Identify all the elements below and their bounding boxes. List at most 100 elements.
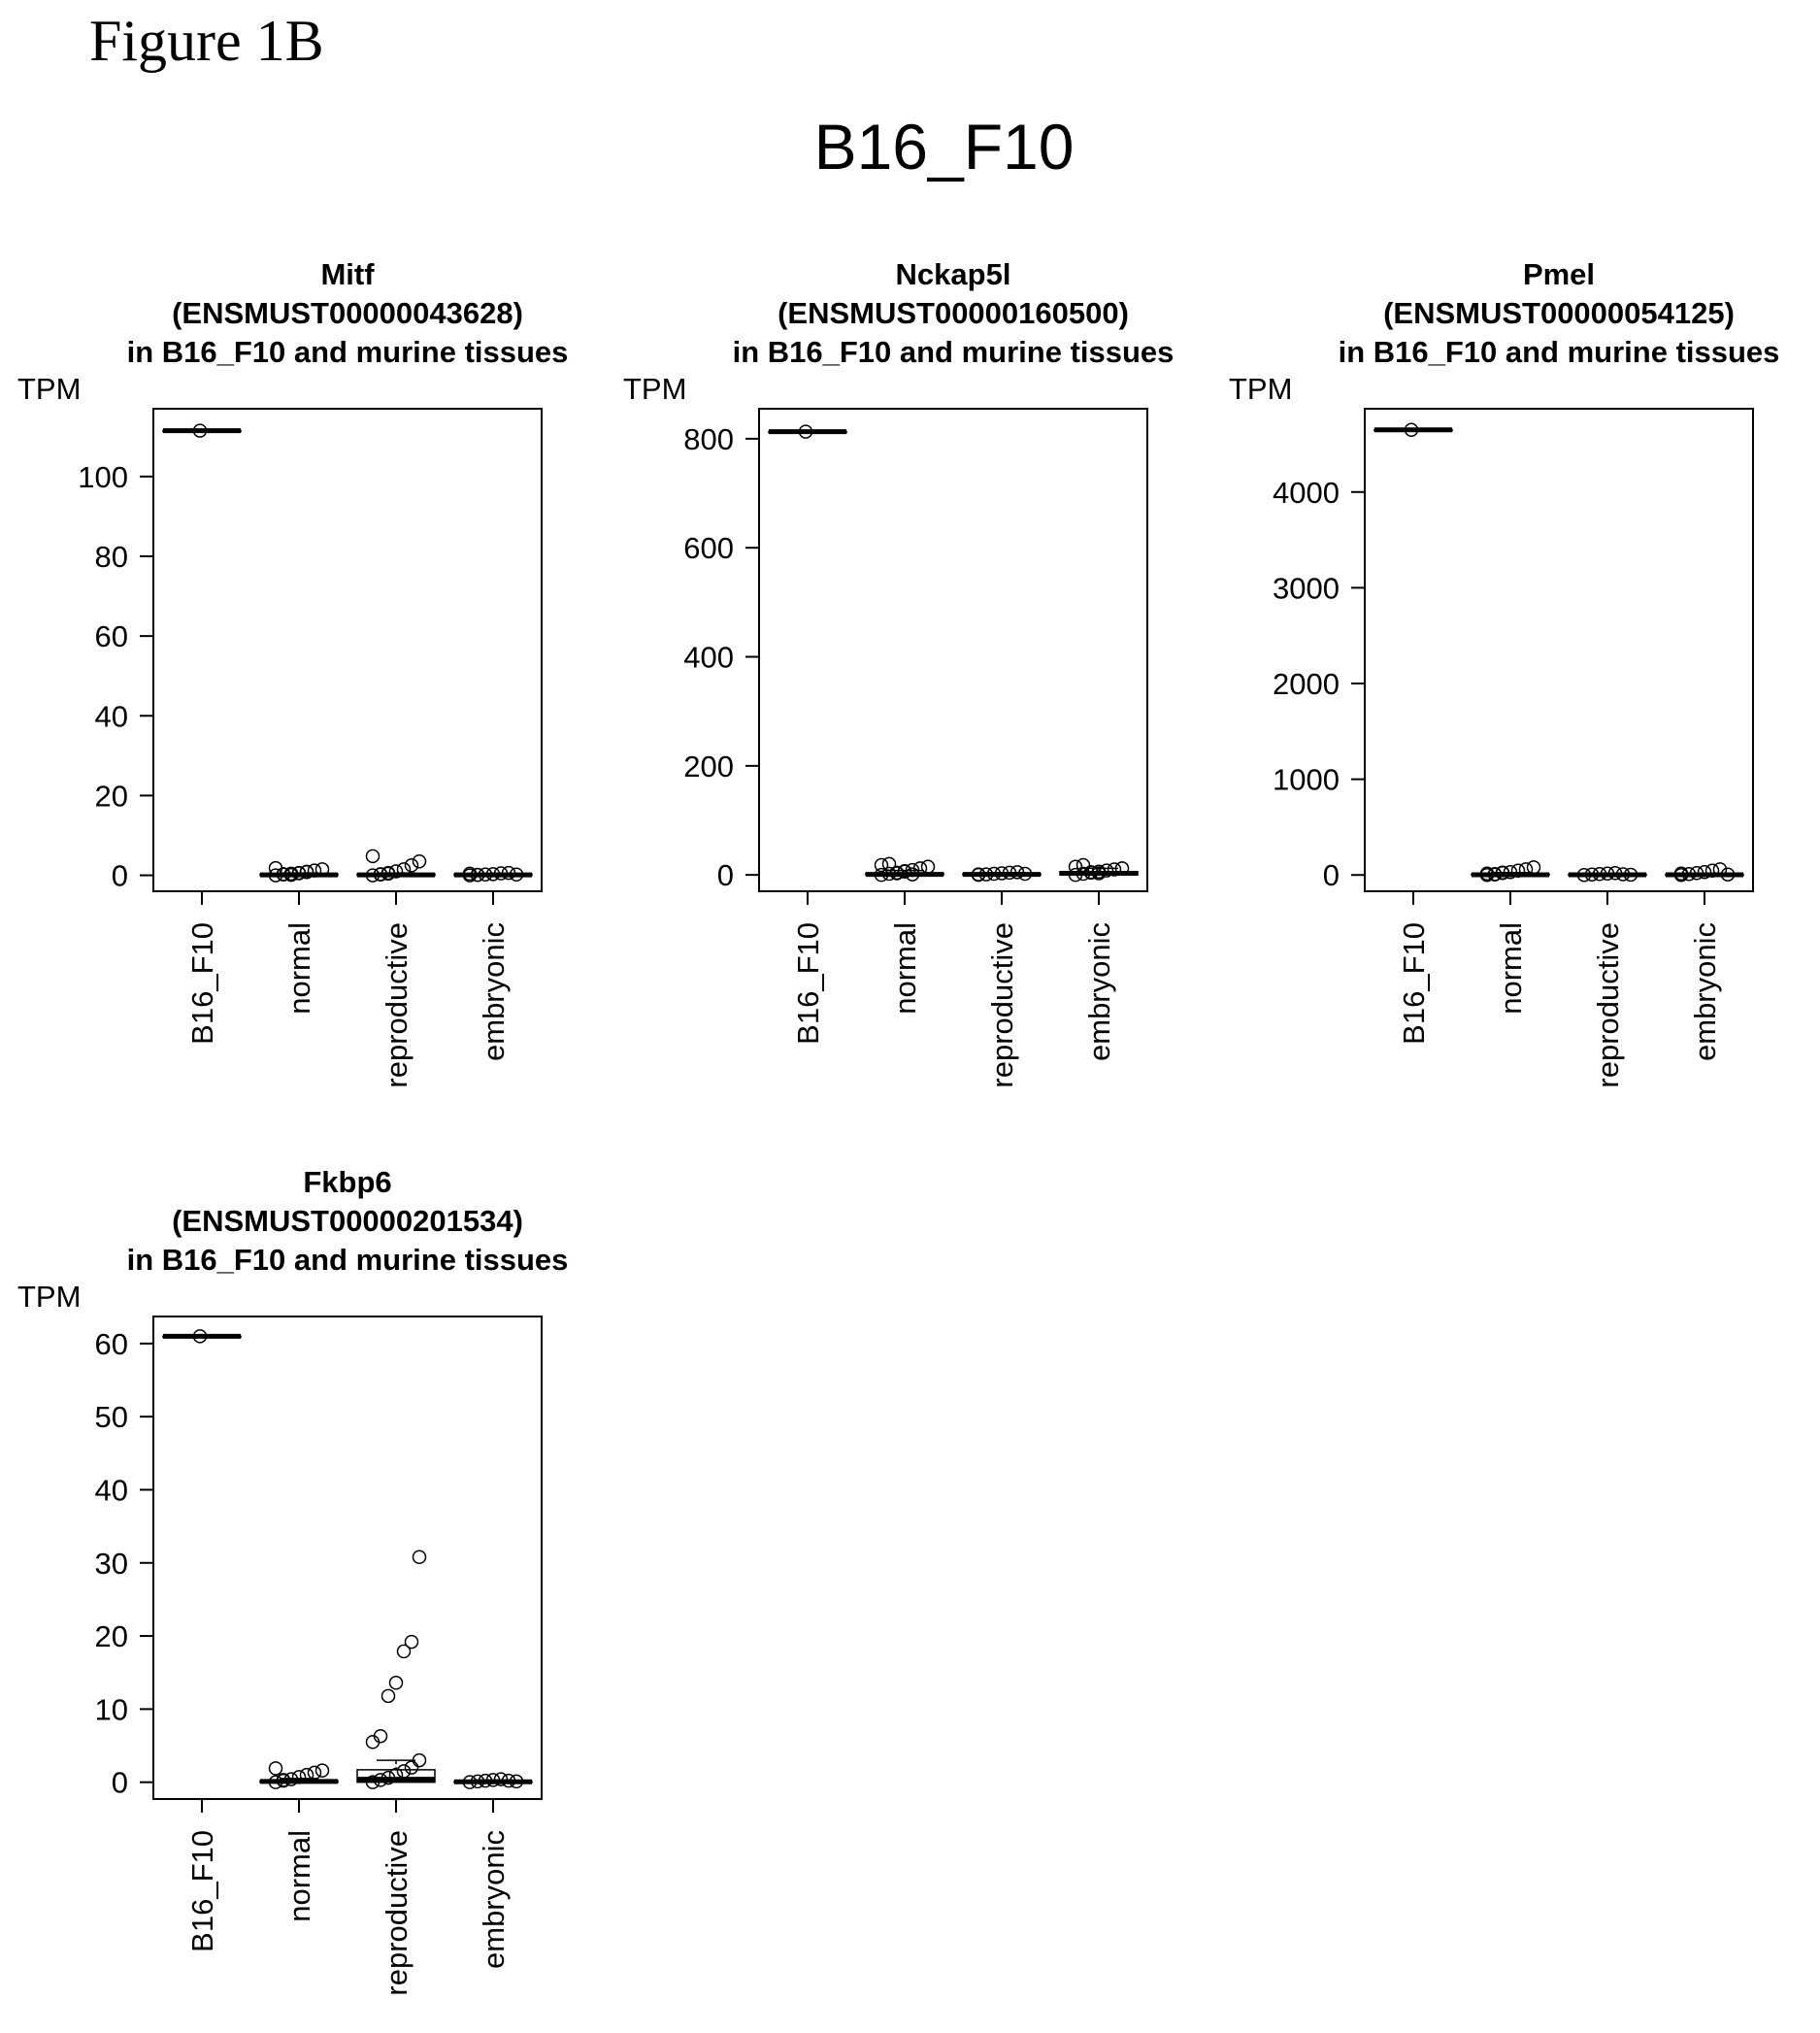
data-point (874, 867, 889, 883)
box-reproductive (356, 1759, 436, 1783)
data-point (268, 868, 283, 883)
chart-title-line: in B16_F10 and murine tissues (733, 335, 1175, 369)
box-normal (1471, 872, 1550, 878)
y-tick-label: 40 (95, 699, 128, 733)
chart-title-line: Mitf (320, 257, 375, 291)
y-tick-label: 50 (95, 1400, 128, 1434)
data-point (1623, 867, 1638, 883)
x-tick-label: embryonic (477, 1830, 511, 1969)
chart-title-line: Pmel (1523, 257, 1595, 291)
data-point (1091, 866, 1107, 881)
box-embryonic (453, 1779, 533, 1784)
box-B16_F10 (162, 1333, 242, 1339)
data-point (276, 1773, 291, 1787)
chart-panel-3: Pmel (ENSMUST00000054125) in B16_F10 and m… (1229, 257, 1779, 1088)
data-point (268, 1761, 283, 1776)
x-tick-label: normal (282, 1830, 316, 1922)
data-point (1518, 862, 1534, 877)
data-point (192, 423, 208, 438)
chart-title-line: (ENSMUST00000201534) (172, 1204, 523, 1238)
data-point (889, 866, 905, 881)
data-point (268, 1775, 283, 1789)
data-point (412, 853, 427, 869)
data-point (1712, 862, 1728, 877)
x-tick-label: embryonic (1688, 922, 1722, 1061)
y-tick-label: 30 (95, 1547, 128, 1581)
data-point (412, 1550, 427, 1564)
data-point (314, 1763, 330, 1778)
y-tick-label: 2000 (1273, 667, 1340, 701)
data-point (404, 1760, 419, 1775)
y-tick-label: 200 (683, 750, 734, 783)
y-tick-label: 20 (95, 1619, 128, 1653)
y-tick-label: 0 (112, 859, 128, 893)
data-point (1584, 867, 1600, 882)
data-point (986, 866, 1002, 882)
data-point (307, 1765, 322, 1781)
data-point (1099, 863, 1114, 878)
figure-label: Figure 1B (89, 9, 324, 73)
data-point (396, 1764, 412, 1779)
data-point (470, 867, 485, 883)
chart-title-line: (ENSMUST00000160500) (778, 296, 1129, 330)
data-point (1107, 862, 1122, 877)
chart-title-line: (ENSMUST00000043628) (172, 296, 523, 330)
data-point (388, 1676, 404, 1690)
x-tick-label: reproductive (380, 922, 414, 1088)
chart-panel-2: Nckap5l (ENSMUST00000160500) in B16_F10 an… (623, 257, 1174, 1088)
y-tick-label: 0 (1323, 858, 1340, 892)
data-point (1673, 866, 1689, 882)
y-tick-label: 40 (95, 1473, 128, 1507)
data-point (478, 1773, 493, 1788)
data-point (485, 1773, 501, 1787)
data-point (493, 1772, 509, 1786)
y-axis-label: TPM (17, 372, 81, 406)
data-point (373, 867, 388, 882)
data-point (365, 849, 381, 864)
chart-panel-1: Mitf (ENSMUST00000043628) in B16_F10 and m… (17, 257, 568, 1088)
data-point (1068, 867, 1083, 883)
x-tick-label: embryonic (477, 922, 511, 1061)
data-point (897, 863, 912, 879)
data-point (1576, 867, 1592, 883)
data-point (373, 1728, 388, 1744)
y-tick-label: 20 (95, 779, 128, 813)
y-tick-label: 10 (95, 1692, 128, 1726)
data-point (462, 866, 478, 882)
chart-title-line: in B16_F10 and murine tissues (127, 335, 569, 369)
data-point (388, 864, 404, 879)
chart-title-line: in B16_F10 and murine tissues (1339, 335, 1780, 369)
data-point (1009, 865, 1025, 880)
data-point (365, 868, 381, 883)
y-tick-label: 1000 (1273, 763, 1340, 797)
x-tick-label: normal (282, 922, 316, 1015)
data-point (299, 1767, 314, 1783)
data-point (291, 866, 307, 881)
data-point (1720, 867, 1736, 882)
y-tick-label: 0 (717, 858, 734, 892)
data-point (283, 1772, 299, 1786)
data-point (1068, 859, 1083, 874)
plot-frame (152, 408, 543, 892)
data-point (1075, 866, 1091, 882)
data-point (1017, 866, 1033, 882)
data-point (1083, 865, 1099, 880)
chart-title-line: (ENSMUST00000054125) (1383, 296, 1735, 330)
data-point (291, 1770, 307, 1784)
data-point (994, 866, 1009, 881)
data-point (314, 862, 330, 877)
box-reproductive (356, 872, 436, 878)
data-point (1075, 857, 1091, 873)
data-point (501, 865, 516, 881)
y-tick-label: 800 (683, 422, 734, 456)
data-point (905, 867, 920, 882)
data-point (971, 867, 986, 882)
y-tick-label: 100 (78, 460, 128, 494)
data-point (1503, 865, 1518, 880)
box-reproductive (962, 872, 1042, 878)
data-point (404, 858, 419, 873)
data-point (485, 867, 501, 882)
data-point (396, 1644, 412, 1659)
data-point (381, 1688, 396, 1704)
